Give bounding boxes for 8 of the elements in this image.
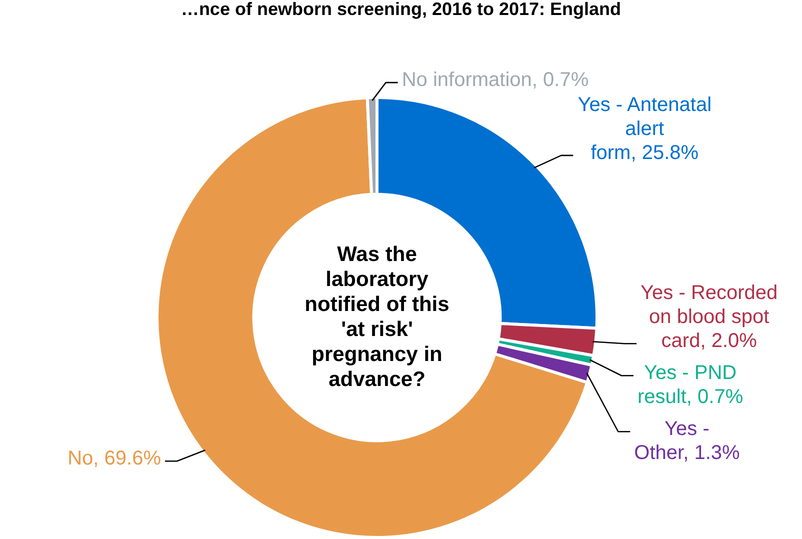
slice-label: Yes - PND result, 0.7%: [637, 362, 744, 408]
chart-title: …nce of newborn screening, 2016 to 2017: England: [180, 0, 622, 19]
slice-label: No, 69.6%: [68, 448, 162, 470]
slice-label: Yes - Antenatal alert form, 25.8%: [578, 94, 712, 164]
slice-label: No information, 0.7%: [402, 69, 589, 92]
text: Was the laboratory notified of this 'at risk' pregnancy in advance?: [304, 242, 450, 391]
slice-label: Yes - Other, 1.3%: [634, 418, 740, 464]
slice-label: Yes - Recorded on blood spot card, 2.0%: [640, 282, 778, 352]
